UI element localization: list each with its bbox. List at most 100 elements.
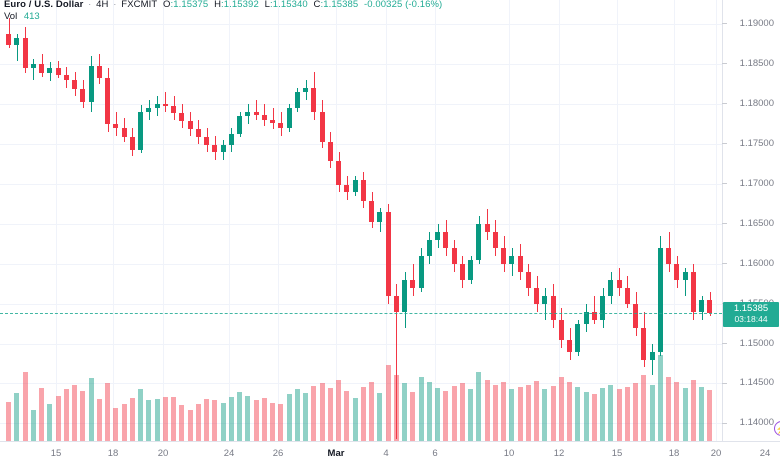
volume-value: 413 <box>23 11 40 22</box>
volume-bar <box>385 364 391 441</box>
candle-body <box>253 111 259 116</box>
candle-body <box>245 111 251 116</box>
volume-bar <box>187 410 193 441</box>
symbol-label[interactable]: Euro / U.S. Dollar <box>4 0 84 10</box>
candle-body <box>674 263 680 280</box>
time-axis-tick: 26 <box>272 448 284 459</box>
candle-body <box>435 231 441 240</box>
candle-body <box>286 107 292 128</box>
volume-bar <box>39 388 45 441</box>
price-axis-divider <box>722 0 723 441</box>
candle-body <box>641 327 647 360</box>
gridline-v <box>163 0 164 441</box>
gridline-v <box>716 0 717 441</box>
current-price-badge[interactable]: 1.15385 03:18:44 <box>723 301 779 327</box>
gridline-h <box>0 104 722 105</box>
time-axis-tick: 20 <box>157 448 169 459</box>
price-axis-tick: 1.14500 <box>722 377 780 388</box>
volume-bar <box>138 389 144 441</box>
timeframe-label[interactable]: 4H <box>96 0 109 10</box>
candle-body <box>558 319 564 340</box>
candle-body <box>96 65 102 79</box>
price-axis-tick: 1.16500 <box>722 218 780 229</box>
candle-body <box>600 295 606 320</box>
candle-body <box>72 79 78 90</box>
volume-bar <box>608 384 614 441</box>
candle-body <box>22 38 28 68</box>
ohlc-open: O:1.15375 <box>163 0 209 10</box>
volume-bar <box>30 409 36 441</box>
volume-bar <box>96 399 102 441</box>
price-axis[interactable]: 1.19000 1.18500 1.18000 1.17500 1.17000 1.165… <box>722 0 780 441</box>
time-axis-tick: 6 <box>432 448 438 459</box>
candle-body <box>47 67 53 73</box>
volume-bar <box>377 393 383 441</box>
candle-body <box>113 123 119 128</box>
volume-bar <box>633 383 639 441</box>
price-tick-dash <box>722 223 727 225</box>
volume-bar <box>435 388 441 441</box>
volume-bar <box>699 386 705 441</box>
candle-wick <box>9 17 10 48</box>
candle-body <box>591 311 597 320</box>
candle-body <box>369 201 375 223</box>
candle-body <box>468 259 474 280</box>
gridline-v <box>113 0 114 441</box>
ohlc-low: L:1.15340 <box>264 0 308 10</box>
legend-main-row: Euro / U.S. Dollar · 4H · FXCMIT O:1.153… <box>4 0 442 10</box>
candle-body <box>657 247 663 352</box>
candle-body <box>30 63 36 68</box>
candle-body <box>476 223 482 260</box>
candle-body <box>360 179 366 202</box>
volume-bar <box>484 379 490 441</box>
time-axis-tick: 18 <box>107 448 119 459</box>
volume-bar <box>146 400 152 441</box>
candle-body <box>550 295 556 320</box>
time-axis-tick: 15 <box>50 448 62 459</box>
candle-body <box>583 311 589 324</box>
time-axis[interactable]: 15 18 20 24 26 Mar 4 6 10 12 15 18 20 24 <box>0 441 780 470</box>
candle-body <box>385 211 391 296</box>
chart-gridlines <box>0 0 766 441</box>
gridline-h <box>0 144 722 145</box>
candle-body <box>402 279 408 312</box>
candle-body <box>88 65 94 103</box>
change-value: -0.00325 (-0.16%) <box>364 0 443 10</box>
low-value: 1.15340 <box>272 0 308 10</box>
price-axis-tick: 1.18000 <box>722 98 780 109</box>
gridline-v <box>559 0 560 441</box>
candle-body <box>319 111 325 143</box>
time-axis-tick: 24 <box>223 448 235 459</box>
volume-bar <box>228 397 234 441</box>
volume-bar <box>525 384 531 441</box>
volume-series <box>0 331 722 441</box>
volume-bar <box>575 386 581 441</box>
candle-wick <box>256 99 257 120</box>
candle-body <box>608 279 614 296</box>
candle-body <box>327 142 333 162</box>
gridline-v <box>56 0 57 441</box>
time-axis-tick: 24 <box>759 448 771 459</box>
lightning-bolt-icon[interactable]: ⚡ <box>774 421 780 436</box>
chart-plot-area[interactable] <box>0 0 766 441</box>
candle-body <box>195 129 201 138</box>
volume-bar <box>550 385 556 441</box>
candle-body <box>459 263 465 280</box>
time-axis-tick: 18 <box>668 448 680 459</box>
volume-bar <box>616 389 622 441</box>
candle-body <box>55 67 61 76</box>
candle-body <box>542 295 548 304</box>
volume-bar <box>451 385 457 441</box>
volume-bar <box>204 399 210 441</box>
time-axis-tick: 12 <box>553 448 565 459</box>
candle-body <box>63 75 69 80</box>
price-axis-tick: 1.17500 <box>722 138 780 149</box>
high-value: 1.15392 <box>223 0 259 10</box>
price-axis-tick: 1.15000 <box>722 338 780 349</box>
low-key: L <box>264 0 270 10</box>
volume-bar <box>286 394 292 441</box>
price-tick-dash <box>722 103 727 105</box>
volume-bar <box>426 382 432 441</box>
volume-bar <box>517 386 523 441</box>
